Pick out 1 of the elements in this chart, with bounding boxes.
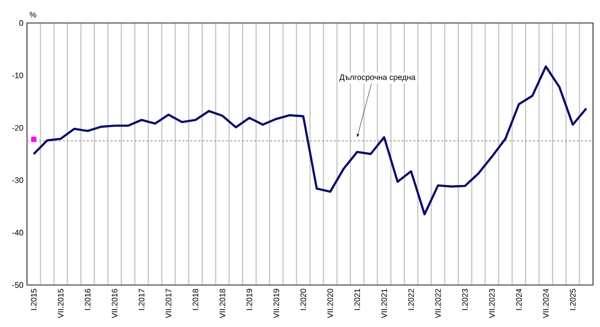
- line-series: [32, 65, 588, 216]
